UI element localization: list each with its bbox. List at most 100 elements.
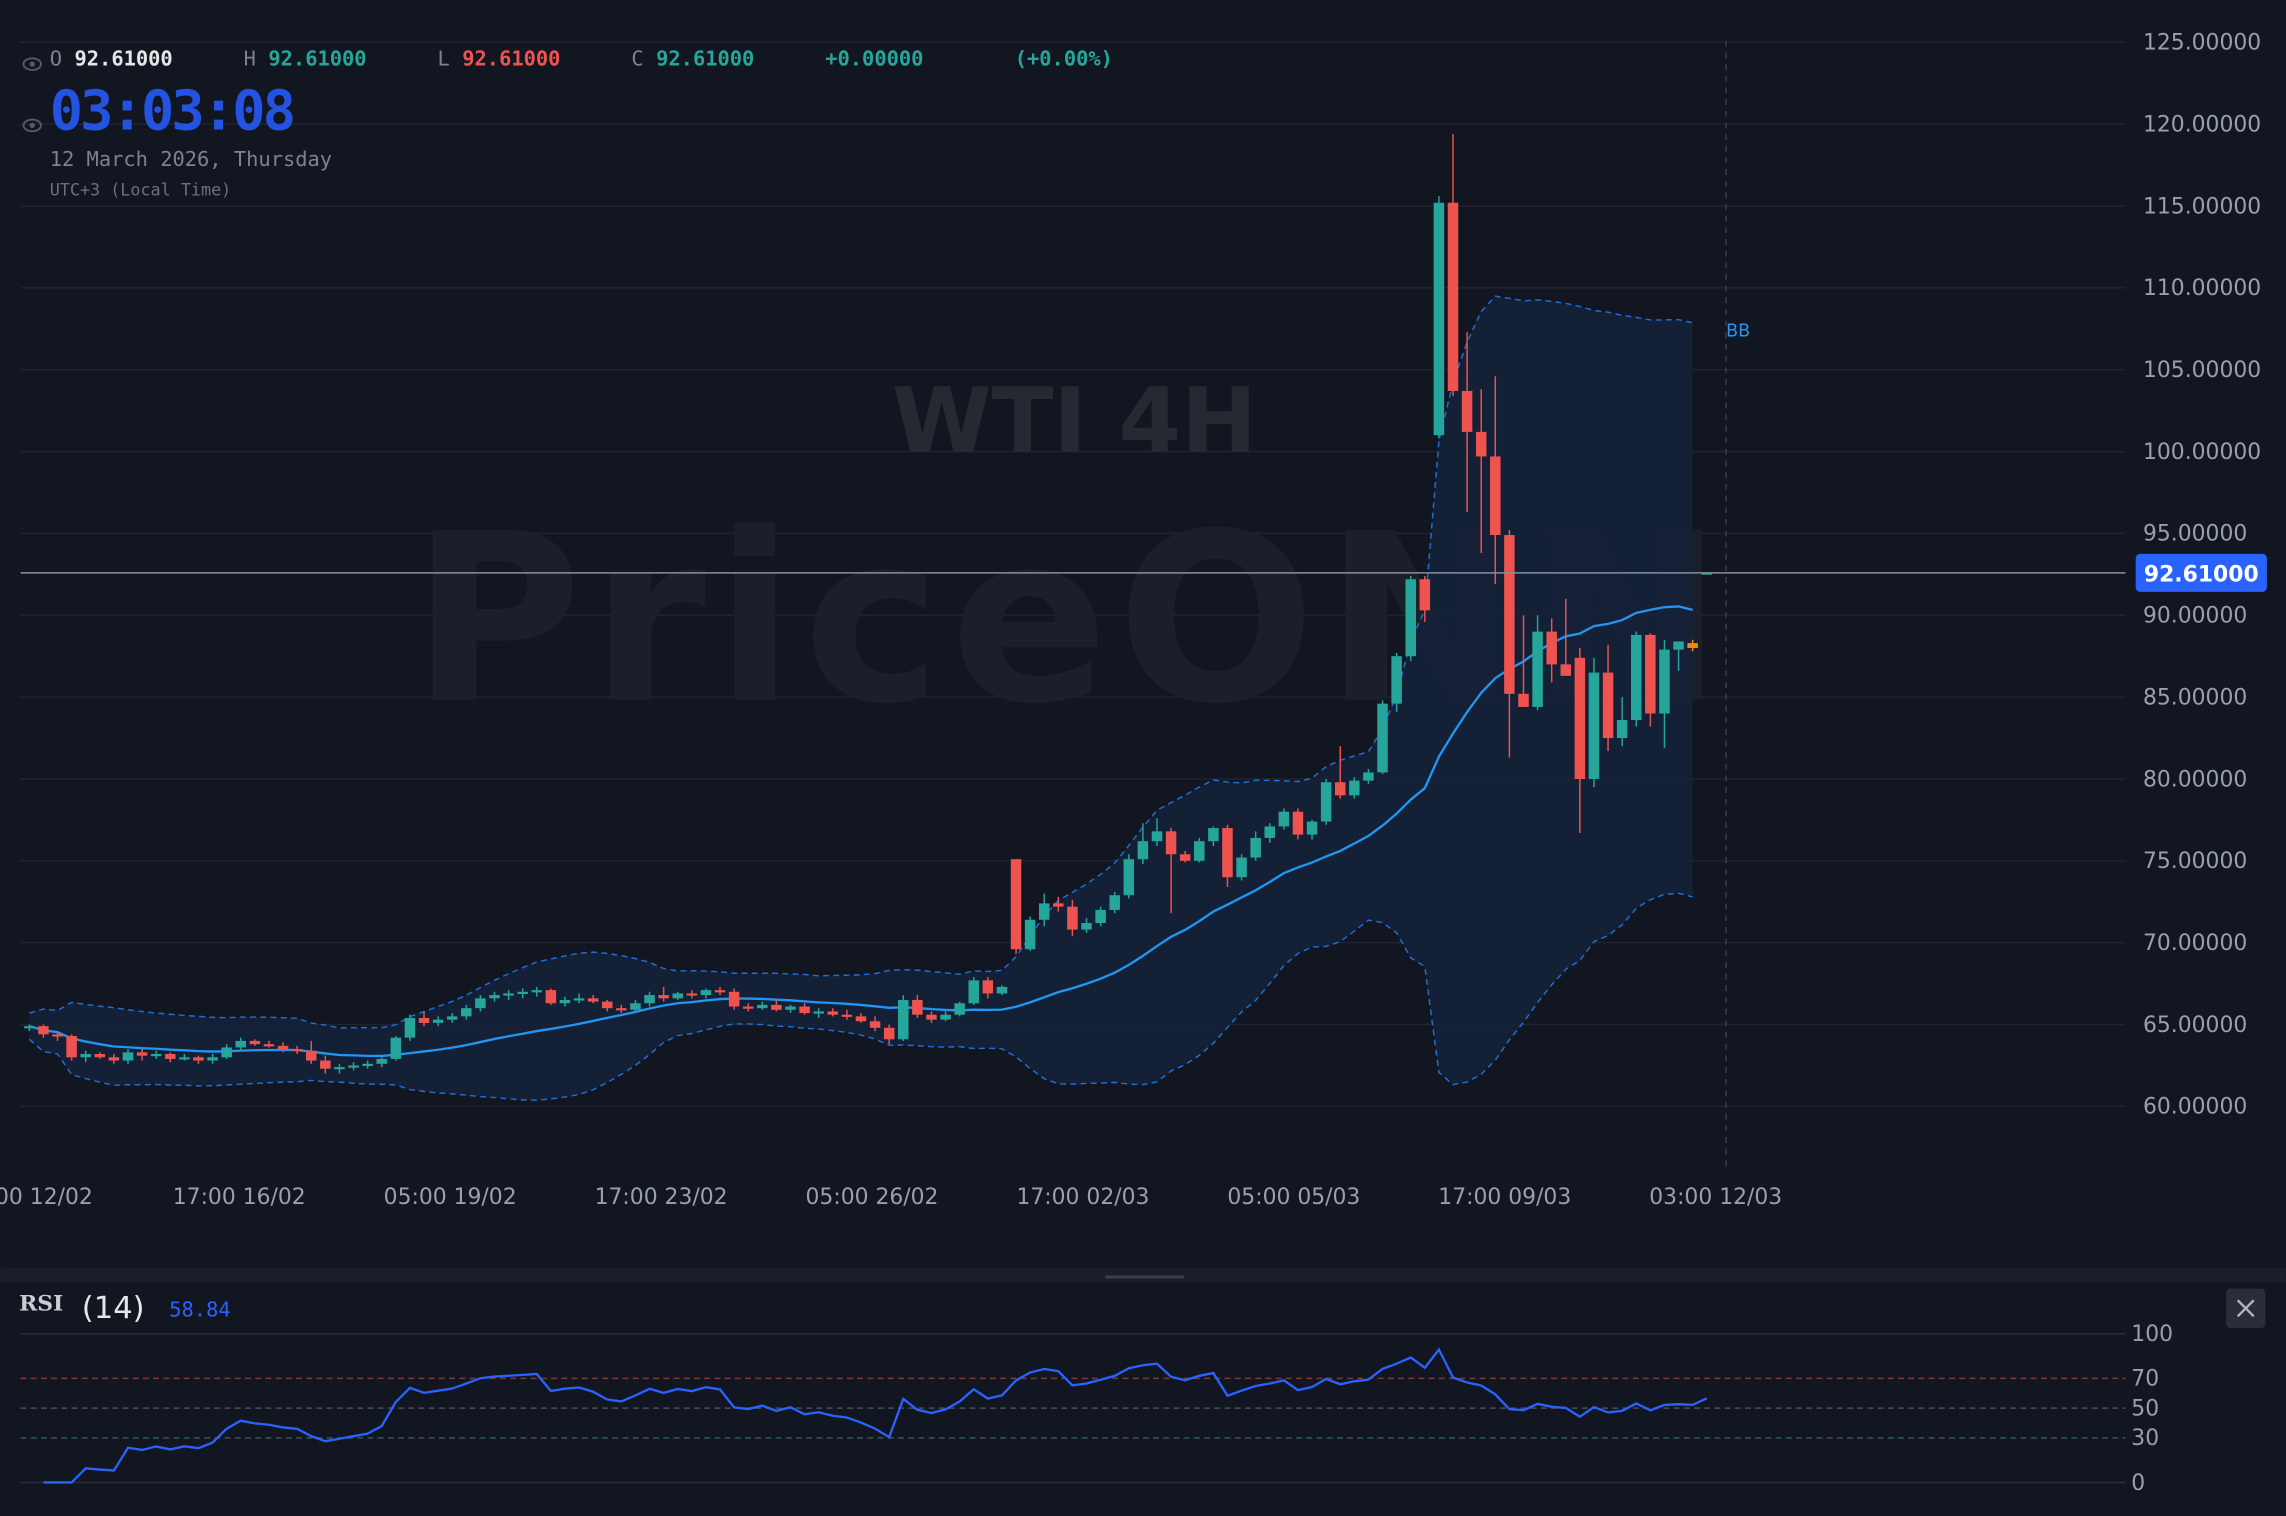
candle[interactable]	[1024, 916, 1036, 951]
candle[interactable]	[630, 999, 641, 1012]
candle[interactable]	[982, 977, 994, 999]
candle[interactable]	[1222, 824, 1233, 888]
candle[interactable]	[686, 990, 698, 999]
candle[interactable]	[179, 1054, 190, 1061]
candle[interactable]	[616, 1004, 627, 1014]
candle[interactable]	[531, 986, 543, 997]
candle[interactable]	[1334, 746, 1346, 799]
candle[interactable]	[1461, 332, 1473, 513]
candle[interactable]	[461, 1004, 472, 1020]
candle[interactable]	[996, 985, 1008, 996]
candle[interactable]	[1504, 530, 1515, 758]
candle[interactable]	[1447, 133, 1459, 396]
candle[interactable]	[1433, 196, 1445, 439]
candle[interactable]	[221, 1044, 232, 1059]
candle[interactable]	[1631, 631, 1642, 727]
candle[interactable]	[587, 995, 599, 1004]
candle[interactable]	[672, 991, 683, 1000]
candle[interactable]	[1081, 918, 1092, 933]
candle[interactable]	[291, 1045, 303, 1055]
candle[interactable]	[489, 991, 500, 1002]
candle[interactable]	[545, 988, 557, 1005]
candle[interactable]	[1349, 777, 1360, 799]
candle[interactable]	[277, 1042, 289, 1053]
candle[interactable]	[573, 993, 585, 1004]
candle[interactable]	[193, 1055, 204, 1064]
candle[interactable]	[1405, 575, 1416, 662]
candle[interactable]	[785, 1004, 796, 1014]
candle[interactable]	[1038, 893, 1050, 927]
candle[interactable]	[503, 990, 514, 1000]
candle[interactable]	[376, 1057, 387, 1068]
candle[interactable]	[108, 1054, 120, 1064]
candle[interactable]	[771, 999, 782, 1012]
candle[interactable]	[1363, 769, 1374, 784]
candle[interactable]	[1109, 891, 1120, 914]
eye-icon[interactable]	[22, 57, 42, 71]
candle[interactable]	[757, 1001, 768, 1010]
candle[interactable]	[52, 1031, 63, 1041]
candle[interactable]	[1546, 618, 1557, 683]
candle[interactable]	[136, 1049, 148, 1061]
candle[interactable]	[799, 1003, 810, 1015]
candle[interactable]	[742, 1003, 754, 1012]
close-rsi-button[interactable]	[2226, 1288, 2266, 1328]
candle[interactable]	[1137, 823, 1149, 865]
candle[interactable]	[1194, 837, 1205, 863]
candle[interactable]	[1123, 854, 1135, 899]
candle[interactable]	[404, 1014, 416, 1041]
candle[interactable]	[602, 999, 613, 1012]
candle[interactable]	[418, 1011, 430, 1027]
candle[interactable]	[1151, 818, 1163, 847]
candle[interactable]	[320, 1055, 331, 1074]
candle[interactable]	[1165, 828, 1177, 914]
candle[interactable]	[305, 1040, 317, 1064]
candle[interactable]	[700, 988, 712, 999]
candle[interactable]	[1616, 697, 1628, 747]
candle[interactable]	[1250, 831, 1261, 861]
candle[interactable]	[80, 1050, 91, 1063]
pane-separator[interactable]	[0, 1268, 2286, 1283]
candle[interactable]	[912, 995, 923, 1018]
candle[interactable]	[954, 1001, 965, 1017]
candle[interactable]	[38, 1024, 49, 1038]
candle[interactable]	[207, 1054, 218, 1064]
candle[interactable]	[1560, 598, 1572, 676]
candle[interactable]	[1673, 641, 1684, 671]
candle[interactable]	[24, 1024, 35, 1032]
candle[interactable]	[1518, 615, 1529, 707]
candle[interactable]	[1475, 389, 1487, 554]
candle[interactable]	[122, 1049, 134, 1064]
candle[interactable]	[644, 991, 655, 1007]
candle[interactable]	[1602, 644, 1614, 752]
candle[interactable]	[728, 988, 740, 1010]
candle[interactable]	[1659, 639, 1670, 748]
candle[interactable]	[446, 1013, 458, 1023]
candle[interactable]	[1687, 639, 1698, 652]
candle[interactable]	[855, 1013, 867, 1023]
candle[interactable]	[165, 1052, 176, 1063]
candle[interactable]	[813, 1008, 824, 1018]
candle[interactable]	[1306, 819, 1318, 840]
candle[interactable]	[883, 1024, 895, 1045]
candle[interactable]	[827, 1008, 839, 1017]
candle[interactable]	[658, 986, 669, 1002]
candle[interactable]	[926, 1011, 937, 1023]
candle[interactable]	[940, 1011, 951, 1022]
candle[interactable]	[235, 1037, 247, 1051]
candle[interactable]	[66, 1034, 77, 1061]
candle[interactable]	[1292, 808, 1304, 840]
time-axis[interactable]: 00 12/02 17:00 16/02 05:00 19/02 17:00 23/0…	[0, 1185, 1782, 1210]
candle[interactable]	[150, 1050, 162, 1059]
candle[interactable]	[263, 1040, 275, 1048]
candle[interactable]	[1391, 652, 1402, 712]
candle[interactable]	[362, 1060, 373, 1069]
candle[interactable]	[1278, 808, 1290, 830]
candle[interactable]	[1010, 859, 1022, 955]
candle[interactable]	[968, 977, 979, 1005]
candle[interactable]	[1179, 851, 1191, 863]
price-axis[interactable]: 125.00000 120.00000 115.00000 110.00000 105.…	[2143, 31, 2261, 1120]
candle[interactable]	[1588, 657, 1600, 788]
candle[interactable]	[1574, 648, 1586, 833]
